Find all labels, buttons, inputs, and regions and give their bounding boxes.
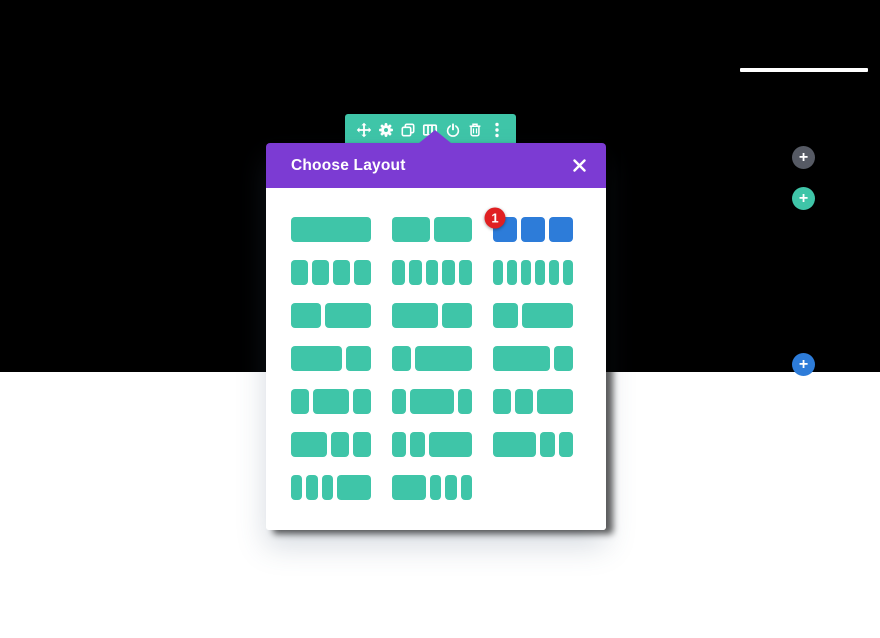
column-box (540, 432, 555, 457)
modal-pointer (419, 130, 451, 143)
layout-option-1-4-1-4-1-4-1-4[interactable] (291, 260, 371, 285)
layout-option-1-2-1-4-1-4[interactable] (291, 432, 371, 457)
column-box (415, 346, 472, 371)
column-box (459, 260, 472, 285)
column-box (410, 389, 454, 414)
column-box (442, 260, 456, 285)
column-box (392, 389, 407, 414)
column-box (549, 260, 559, 285)
choose-layout-modal: Choose Layout 1 (266, 130, 606, 530)
column-box (331, 432, 349, 457)
column-box (291, 389, 309, 414)
column-box (441, 303, 472, 328)
layout-option-1-2-1-2[interactable] (392, 217, 472, 242)
column-box (563, 260, 573, 285)
column-box (325, 303, 371, 328)
move-icon[interactable] (356, 122, 372, 138)
column-box (353, 432, 371, 457)
modal-title: Choose Layout (291, 156, 406, 174)
layout-option-1-5-3-5-1-5[interactable] (392, 389, 473, 414)
column-box (312, 260, 329, 285)
column-box (353, 389, 371, 414)
column-box (392, 432, 407, 457)
column-box (549, 217, 573, 242)
divider-line (740, 68, 868, 72)
layout-option-1-4-1-4-1-2[interactable] (493, 389, 573, 414)
column-box (445, 475, 457, 500)
column-box (291, 260, 308, 285)
column-box (428, 432, 473, 457)
layout-option-3-5-1-5-1-5[interactable] (493, 432, 574, 457)
column-box (291, 303, 322, 328)
column-box (535, 260, 545, 285)
layout-option-1-4-1-2-1-4[interactable] (291, 389, 371, 414)
column-box (457, 389, 473, 414)
column-box (434, 217, 472, 242)
column-box (537, 389, 573, 414)
layout-option-3-4-1-4[interactable] (493, 346, 573, 371)
layout-option-1-3-2-3[interactable] (493, 303, 573, 328)
layout-option-3-5-2-5[interactable] (392, 303, 472, 328)
add-button-blue[interactable]: + (792, 353, 815, 376)
layout-option-1-2-1-6-1-6-1-6[interactable] (392, 475, 472, 500)
duplicate-icon[interactable] (400, 122, 416, 138)
column-box (507, 260, 517, 285)
options-menu-icon[interactable] (489, 122, 505, 138)
column-box (408, 260, 422, 285)
column-box (558, 432, 574, 457)
column-box (345, 346, 371, 371)
column-box (493, 303, 519, 328)
column-box (313, 389, 349, 414)
column-box (493, 346, 550, 371)
column-box (425, 260, 439, 285)
delete-trash-icon[interactable] (467, 122, 483, 138)
column-box (521, 260, 531, 285)
layout-option-1-5-1-5-1-5-1-5-1-5[interactable] (392, 260, 472, 285)
column-box (392, 303, 438, 328)
modal-body: 1 (266, 188, 606, 530)
column-box (522, 303, 573, 328)
column-box (493, 432, 537, 457)
settings-gear-icon[interactable] (378, 122, 394, 138)
column-box (333, 260, 350, 285)
modal-header: Choose Layout (266, 143, 606, 188)
layout-option-1-6-1-6-1-6-1-2[interactable] (291, 475, 371, 500)
add-button-teal[interactable]: + (792, 187, 815, 210)
column-box (306, 475, 318, 500)
column-box (291, 346, 342, 371)
column-box (430, 475, 442, 500)
column-box (291, 217, 371, 242)
column-box (392, 260, 405, 285)
column-box (493, 389, 511, 414)
layout-option-1-5-1-5-3-5[interactable] (392, 432, 473, 457)
layout-option-2-5-3-5[interactable] (291, 303, 371, 328)
layout-option-1[interactable] (291, 217, 371, 242)
column-box (392, 346, 411, 371)
add-button-gray[interactable]: + (792, 146, 815, 169)
layout-option-2-3-1-3[interactable] (291, 346, 371, 371)
close-icon[interactable] (569, 156, 589, 176)
layout-option-1-3-1-3-1-3[interactable]: 1 (484, 207, 573, 242)
column-box (392, 475, 426, 500)
column-box (515, 389, 533, 414)
layout-grid: 1 (266, 188, 606, 500)
column-box (336, 475, 371, 500)
column-box (554, 346, 573, 371)
column-box (392, 217, 430, 242)
column-box (321, 475, 333, 500)
layout-option-1-6-1-6-1-6-1-6-1-6-1-6[interactable] (493, 260, 573, 285)
column-box (521, 217, 545, 242)
column-box (291, 432, 327, 457)
column-box (354, 260, 371, 285)
column-box (410, 432, 425, 457)
layout-option-1-4-3-4[interactable] (392, 346, 472, 371)
column-box (493, 260, 503, 285)
column-box (291, 475, 303, 500)
step-badge: 1 (484, 207, 506, 229)
column-box (460, 475, 472, 500)
